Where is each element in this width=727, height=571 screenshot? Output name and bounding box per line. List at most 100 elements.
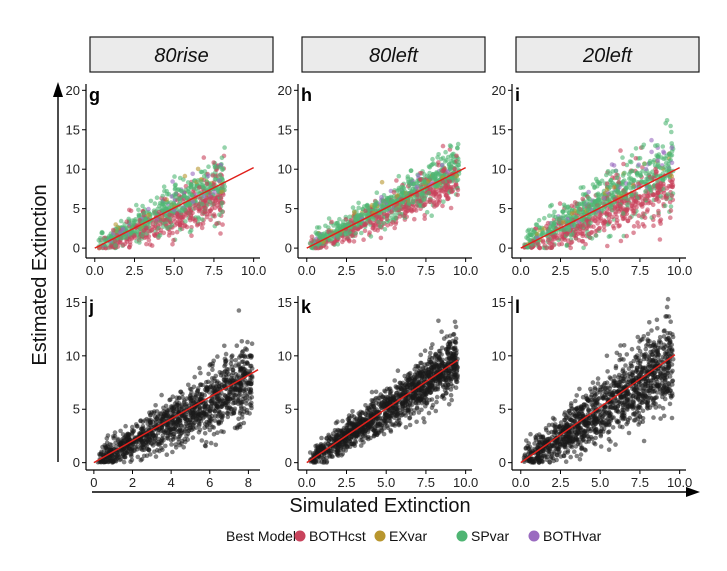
data-point (666, 161, 671, 167)
x-tick-label: 2.5 (125, 263, 143, 278)
data-point (370, 216, 376, 221)
data-point (374, 201, 379, 207)
data-point (204, 439, 209, 445)
x-tick-label: 0.0 (298, 263, 316, 278)
data-point (237, 411, 243, 416)
data-point (161, 409, 166, 414)
data-point (629, 153, 635, 158)
data-point (595, 183, 600, 189)
data-point (170, 179, 175, 184)
data-point (408, 168, 414, 173)
data-point (414, 419, 419, 425)
data-point (440, 143, 446, 149)
y-tick-label: 20 (278, 83, 292, 98)
data-point (631, 230, 636, 236)
data-point (163, 443, 168, 449)
data-point (199, 438, 205, 443)
strip-20left: 20left (515, 36, 700, 73)
data-point (213, 196, 218, 201)
data-point (405, 174, 411, 179)
data-point (165, 436, 171, 441)
data-point (182, 398, 187, 404)
data-point (431, 161, 436, 166)
data-point (334, 220, 340, 226)
data-point (199, 201, 205, 207)
strip-label: 80rise (154, 45, 208, 67)
data-point (580, 192, 586, 197)
data-point (157, 448, 162, 454)
x-tick-label: 5.0 (377, 263, 395, 278)
data-point (580, 196, 585, 202)
data-point (198, 370, 203, 376)
data-point (658, 217, 664, 222)
data-point (104, 243, 109, 248)
data-point (114, 229, 120, 234)
data-point (178, 389, 184, 395)
data-point (236, 308, 242, 313)
data-point (414, 204, 419, 209)
x-tick-label: 0.0 (86, 263, 104, 278)
data-point (392, 225, 398, 231)
data-point (590, 182, 596, 187)
data-point (130, 424, 135, 430)
data-point (149, 441, 155, 446)
data-point (153, 403, 158, 408)
data-point (423, 193, 429, 199)
data-point (601, 195, 607, 201)
data-point (115, 453, 121, 458)
data-point (350, 205, 356, 210)
data-point (379, 216, 385, 222)
data-point (596, 226, 602, 231)
data-point (455, 141, 461, 147)
data-point (132, 233, 137, 238)
data-point (96, 237, 102, 243)
data-point (142, 438, 147, 443)
data-point (551, 243, 556, 248)
y-tick-label: 0 (285, 241, 292, 256)
data-point (173, 182, 178, 187)
y-tick-label: 10 (66, 162, 80, 177)
data-point (660, 144, 666, 149)
data-point (208, 208, 213, 213)
data-point (202, 414, 207, 419)
data-point (168, 397, 173, 402)
data-point (125, 434, 130, 440)
data-point (351, 239, 357, 244)
data-point (144, 241, 149, 247)
y-tick-label: 10 (278, 348, 292, 363)
data-point (210, 385, 216, 390)
data-point (593, 199, 598, 204)
data-point (430, 156, 435, 162)
data-point (219, 189, 224, 195)
data-point (102, 443, 107, 448)
data-point (558, 232, 563, 237)
regression-line (94, 166, 254, 249)
data-point (209, 398, 214, 404)
data-point (128, 208, 134, 214)
data-point (176, 434, 182, 440)
data-point (607, 171, 613, 176)
data-point (179, 189, 185, 194)
data-point (247, 411, 252, 416)
data-point (313, 245, 318, 251)
data-point (624, 233, 629, 239)
data-point (212, 190, 217, 195)
data-point (190, 435, 196, 440)
data-point (116, 240, 121, 245)
y-tick-label: 15 (66, 295, 80, 310)
data-point (351, 228, 356, 233)
data-point (406, 205, 412, 211)
data-point (153, 219, 159, 224)
data-point (119, 235, 124, 241)
data-point (617, 223, 622, 228)
data-point (131, 220, 136, 226)
data-point (186, 382, 191, 388)
data-point (123, 235, 129, 240)
data-point (146, 229, 152, 234)
data-point (569, 211, 575, 216)
data-point (156, 209, 162, 215)
data-point (433, 408, 439, 414)
data-point (207, 411, 213, 417)
